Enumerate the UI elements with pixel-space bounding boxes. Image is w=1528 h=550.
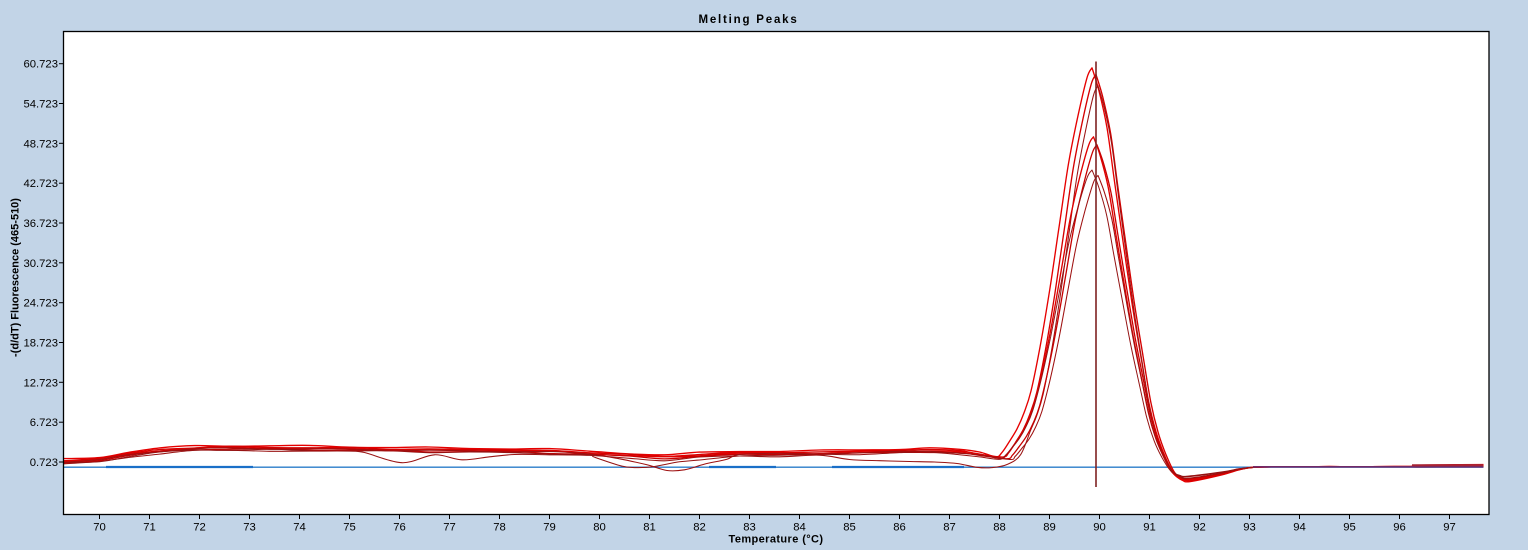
svg-text:94: 94 bbox=[1293, 522, 1306, 534]
svg-text:72: 72 bbox=[193, 522, 206, 534]
svg-text:Melting Peaks: Melting Peaks bbox=[698, 14, 798, 26]
svg-text:76: 76 bbox=[393, 522, 406, 534]
svg-text:48.723: 48.723 bbox=[23, 138, 58, 150]
svg-text:95: 95 bbox=[1343, 522, 1356, 534]
svg-text:96: 96 bbox=[1393, 522, 1406, 534]
svg-text:-(d/dT) Fluorescence (465-510): -(d/dT) Fluorescence (465-510) bbox=[10, 198, 22, 357]
svg-text:70: 70 bbox=[93, 522, 106, 534]
svg-text:83: 83 bbox=[743, 522, 756, 534]
svg-text:90: 90 bbox=[1093, 522, 1106, 534]
svg-text:12.723: 12.723 bbox=[23, 377, 58, 389]
svg-text:36.723: 36.723 bbox=[23, 218, 58, 230]
svg-text:79: 79 bbox=[543, 522, 556, 534]
svg-text:89: 89 bbox=[1043, 522, 1056, 534]
svg-text:97: 97 bbox=[1443, 522, 1456, 534]
svg-text:6.723: 6.723 bbox=[30, 417, 58, 429]
svg-text:93: 93 bbox=[1243, 522, 1256, 534]
svg-text:73: 73 bbox=[243, 522, 256, 534]
svg-text:18.723: 18.723 bbox=[23, 338, 58, 350]
svg-text:92: 92 bbox=[1193, 522, 1206, 534]
svg-text:42.723: 42.723 bbox=[23, 178, 58, 190]
svg-text:88: 88 bbox=[993, 522, 1006, 534]
svg-text:84: 84 bbox=[793, 522, 806, 534]
svg-text:86: 86 bbox=[893, 522, 906, 534]
svg-text:85: 85 bbox=[843, 522, 856, 534]
svg-text:0.723: 0.723 bbox=[30, 457, 58, 469]
svg-text:24.723: 24.723 bbox=[23, 298, 58, 310]
svg-text:78: 78 bbox=[493, 522, 506, 534]
svg-text:60.723: 60.723 bbox=[23, 59, 58, 71]
svg-text:74: 74 bbox=[293, 522, 306, 534]
svg-text:54.723: 54.723 bbox=[23, 99, 58, 111]
svg-text:Temperature (°C): Temperature (°C) bbox=[729, 534, 824, 546]
svg-text:91: 91 bbox=[1143, 522, 1156, 534]
svg-text:82: 82 bbox=[693, 522, 706, 534]
svg-text:75: 75 bbox=[343, 522, 356, 534]
svg-text:81: 81 bbox=[643, 522, 656, 534]
svg-text:71: 71 bbox=[143, 522, 156, 534]
svg-text:30.723: 30.723 bbox=[23, 258, 58, 270]
svg-text:87: 87 bbox=[943, 522, 956, 534]
svg-text:77: 77 bbox=[443, 522, 456, 534]
svg-text:80: 80 bbox=[593, 522, 606, 534]
